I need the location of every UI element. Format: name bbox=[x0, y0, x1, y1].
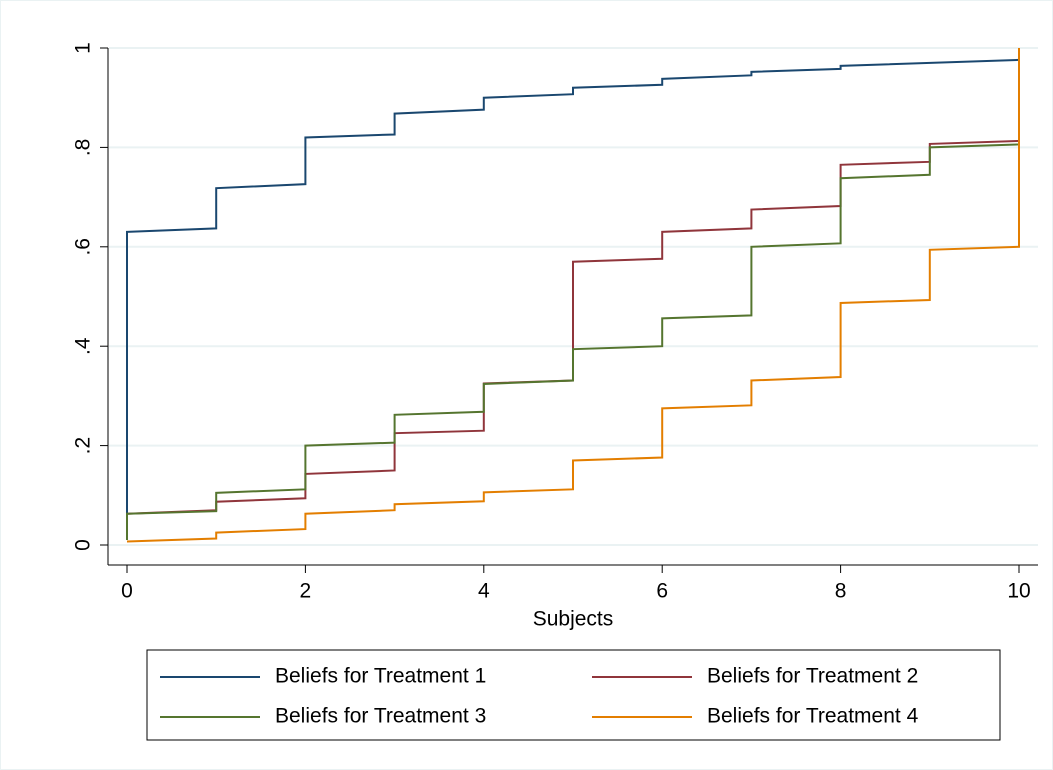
legend-label: Beliefs for Treatment 3 bbox=[275, 705, 486, 728]
x-axis-label: Subjects bbox=[533, 608, 614, 631]
x-tick-label: 10 bbox=[1007, 580, 1030, 603]
y-tick-label: 0 bbox=[72, 539, 95, 551]
x-tick-label: 8 bbox=[835, 580, 847, 603]
legend-box bbox=[146, 649, 1001, 741]
data-line bbox=[126, 48, 1020, 541]
legend-label: Beliefs for Treatment 1 bbox=[275, 665, 486, 688]
x-tick-label: 0 bbox=[121, 580, 133, 603]
data-line bbox=[126, 48, 1020, 543]
x-tick-label: 6 bbox=[656, 580, 668, 603]
legend-label: Beliefs for Treatment 2 bbox=[707, 665, 918, 688]
data-line bbox=[126, 58, 1020, 516]
x-tick-label: 2 bbox=[300, 580, 312, 603]
legend-label: Beliefs for Treatment 4 bbox=[707, 705, 919, 728]
y-tick-label: .6 bbox=[72, 238, 95, 256]
y-tick-label: .8 bbox=[72, 139, 95, 157]
y-tick-label: .2 bbox=[72, 437, 95, 455]
y-tick-label: 1 bbox=[72, 42, 95, 54]
y-tick-label: .4 bbox=[72, 337, 95, 355]
x-tick-label: 4 bbox=[478, 580, 490, 603]
